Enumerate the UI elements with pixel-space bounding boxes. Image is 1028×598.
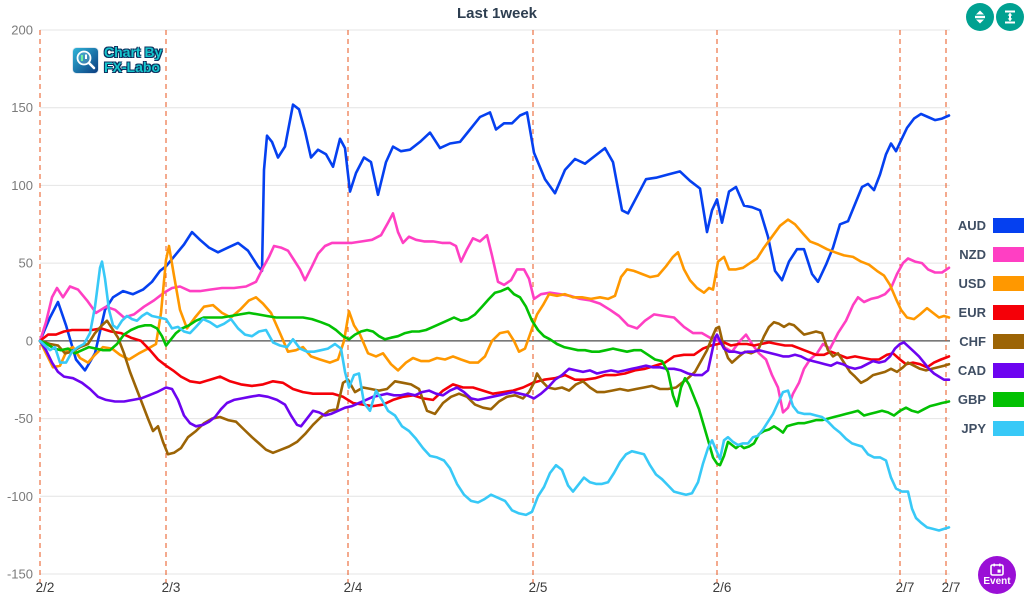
x-axis-label-4: 2/6 (713, 580, 732, 595)
expand-vertical-icon (1005, 10, 1015, 24)
x-axis-label-6: 2/7 (942, 580, 961, 595)
series-line-AUD (38, 103, 951, 372)
watermark: Chart By FX-Labo (72, 45, 162, 75)
y-axis-label--50: -50 (14, 411, 33, 426)
legend-swatch-USD (993, 276, 1024, 291)
legend-label-USD: USD (958, 276, 986, 291)
legend-item-GBP[interactable]: GBP (958, 385, 1024, 414)
x-axis-label-0: 2/2 (36, 580, 55, 595)
legend-swatch-CAD (993, 363, 1024, 378)
event-button[interactable]: Event (978, 556, 1016, 594)
legend-item-CAD[interactable]: CAD (958, 356, 1024, 385)
legend-label-NZD: NZD (959, 247, 986, 262)
legend-label-CHF: CHF (959, 334, 986, 349)
legend-label-AUD: AUD (957, 218, 986, 233)
legend-item-JPY[interactable]: JPY (958, 414, 1024, 443)
legend-label-JPY: JPY (961, 421, 986, 436)
legend-item-CHF[interactable]: CHF (958, 327, 1024, 356)
compress-vertical-icon (975, 10, 985, 24)
event-button-label: Event (983, 576, 1011, 587)
legend-item-NZD[interactable]: NZD (958, 240, 1024, 269)
fit-vertical-scale-button[interactable] (966, 3, 994, 31)
series-line-GBP (38, 286, 951, 467)
series-line-CAD (38, 333, 951, 428)
legend-swatch-EUR (993, 305, 1024, 320)
x-axis-label-3: 2/5 (529, 580, 548, 595)
legend-label-CAD: CAD (957, 363, 986, 378)
legend-item-USD[interactable]: USD (958, 269, 1024, 298)
y-axis-label-100: 100 (11, 178, 33, 193)
legend-swatch-GBP (993, 392, 1024, 407)
legend: AUD NZD USD EUR CHF CAD GBP JPY (958, 211, 1024, 443)
series-line-USD (38, 218, 951, 372)
fx-labo-logo-icon (72, 46, 99, 74)
legend-swatch-JPY (993, 421, 1024, 436)
legend-item-EUR[interactable]: EUR (958, 298, 1024, 327)
series-line-JPY (38, 260, 951, 532)
y-axis-label--100: -100 (7, 489, 33, 504)
legend-swatch-NZD (993, 247, 1024, 262)
legend-swatch-CHF (993, 334, 1024, 349)
expand-vertical-scale-button[interactable] (996, 3, 1024, 31)
y-axis-label--150: -150 (7, 567, 33, 582)
watermark-line2: FX-Labo (104, 59, 160, 75)
series-line-CHF (38, 319, 951, 456)
y-axis-label-0: 0 (26, 333, 33, 348)
legend-swatch-AUD (993, 218, 1024, 233)
x-axis-label-1: 2/3 (162, 580, 181, 595)
legend-label-EUR: EUR (958, 305, 986, 320)
legend-label-GBP: GBP (957, 392, 986, 407)
legend-item-AUD[interactable]: AUD (958, 211, 1024, 240)
y-axis-label-50: 50 (19, 256, 33, 271)
x-axis-label-5: 2/7 (896, 580, 915, 595)
x-axis-label-2: 2/4 (344, 580, 363, 595)
y-axis-label-200: 200 (11, 23, 33, 38)
page-title: Last 1week (456, 5, 538, 22)
watermark-line1: Chart By (104, 44, 163, 60)
calendar-icon (990, 563, 1004, 576)
y-axis-label-150: 150 (11, 100, 33, 115)
